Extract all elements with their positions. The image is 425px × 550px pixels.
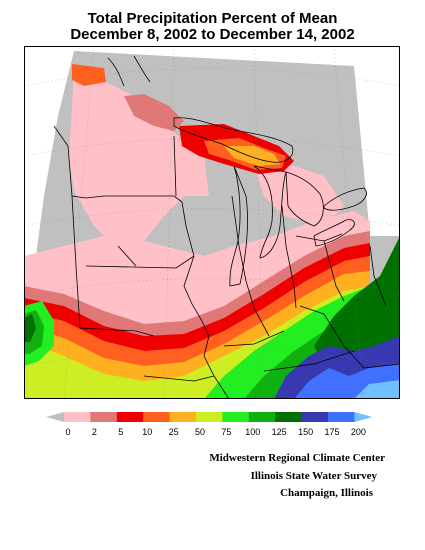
state-boundaries [53, 125, 400, 399]
zone-darkpink-n [124, 94, 184, 131]
legend-swatch-5-10 [116, 412, 144, 422]
zone-pink-east [254, 166, 344, 226]
zone-darkpink-band [24, 231, 370, 346]
legend-tick-label: 10 [142, 427, 152, 437]
zone-pink-north [69, 66, 209, 246]
legend-swatch-below-0 [46, 412, 64, 422]
zone-lightblue [354, 380, 400, 399]
legend-swatch-125-150 [275, 412, 303, 422]
legend-swatch-above-200 [354, 412, 373, 422]
legend-tick-label: 2 [92, 427, 97, 437]
zone-orange-nw [72, 64, 106, 86]
legend-tick-label: 200 [351, 427, 366, 437]
legend-swatch-25-50 [169, 412, 197, 422]
credit-survey: Illinois State Water Survey [250, 470, 377, 482]
legend-swatch-10-25 [143, 412, 171, 422]
legend-swatch-2-5 [90, 412, 118, 422]
graticule [24, 46, 400, 399]
legend-tick-label: 100 [245, 427, 260, 437]
zone-red-band [24, 243, 370, 356]
legend-swatch-175-200 [328, 412, 355, 422]
legend-tick-label: 150 [298, 427, 313, 437]
color-legend: 0 2 5 10 25 50 75 100 125 150 175 200 [46, 412, 373, 437]
legend-swatch-100-125 [248, 412, 276, 422]
legend-tick-label: 50 [195, 427, 205, 437]
legend-swatch-0-2 [64, 412, 91, 422]
credit-location: Champaign, Illinois [280, 487, 373, 499]
precipitation-map [24, 46, 400, 399]
legend-tick-label: 0 [65, 427, 70, 437]
map-subtitle-dates: December 8, 2002 to December 14, 2002 [70, 26, 355, 43]
legend-tick-label: 175 [324, 427, 339, 437]
legend-tick-label: 125 [272, 427, 287, 437]
legend-swatch-50-75 [196, 412, 223, 422]
legend-tick-label: 75 [221, 427, 231, 437]
zone-pink-south [24, 211, 370, 341]
map-title: Total Precipitation Percent of Mean [87, 10, 338, 27]
lakes-outline [107, 55, 367, 287]
zone-orange-band [24, 256, 370, 370]
legend-tick-label: 25 [169, 427, 179, 437]
credit-center: Midwestern Regional Climate Center [209, 452, 385, 464]
legend-tick-label: 5 [118, 427, 123, 437]
zone-darkgreen-west [24, 314, 36, 342]
legend-swatch-75-100 [222, 412, 250, 422]
legend-swatch-150-175 [301, 412, 329, 422]
